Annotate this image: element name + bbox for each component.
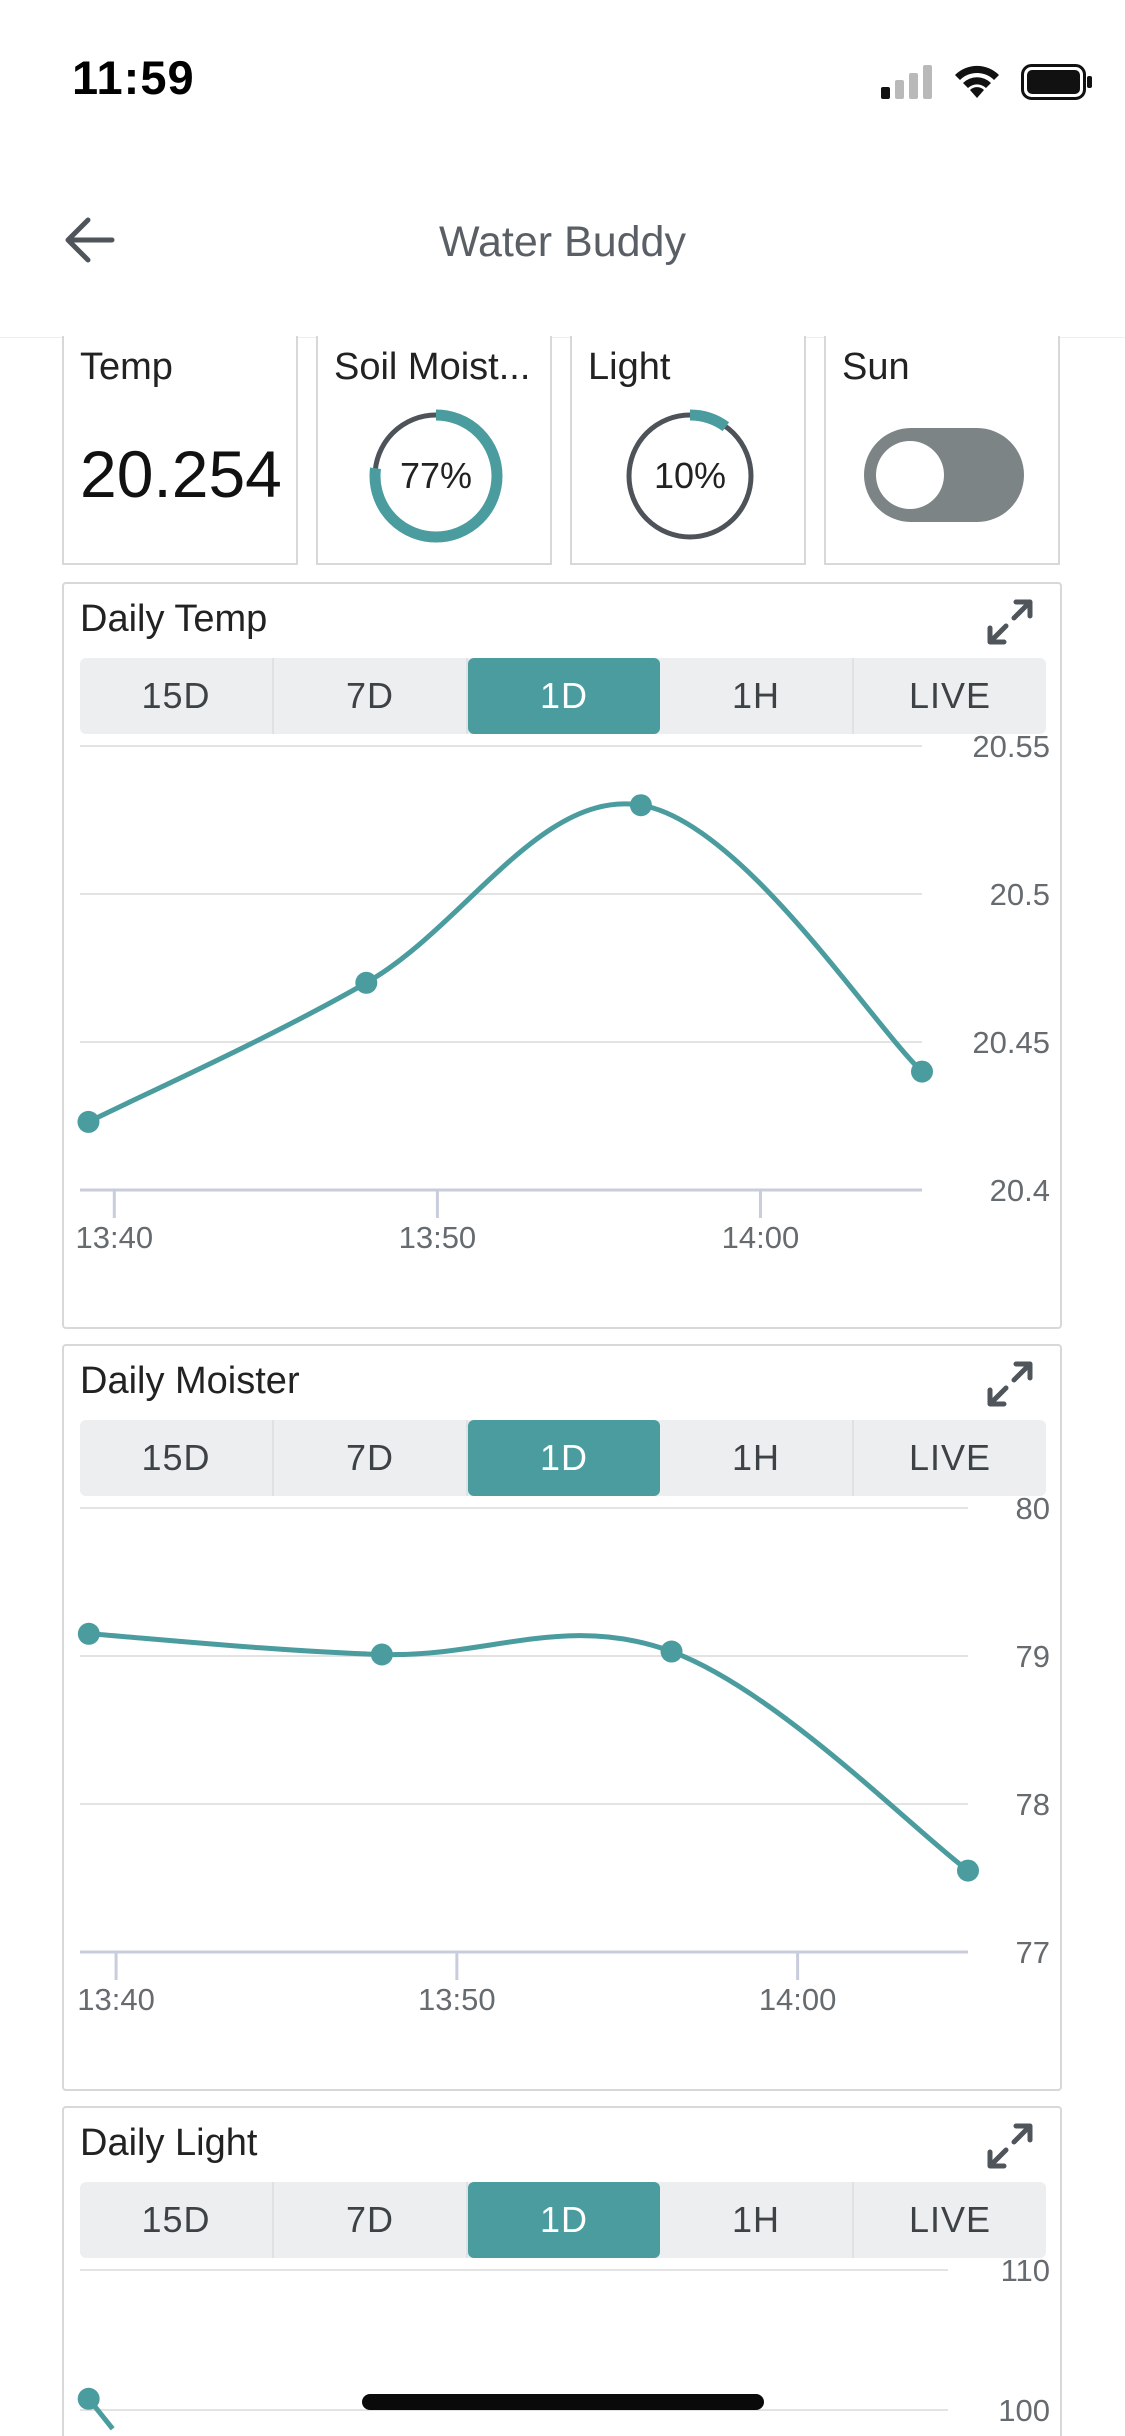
expand-button[interactable] xyxy=(980,2116,1040,2176)
data-point[interactable] xyxy=(911,1060,933,1083)
page-title: Water Buddy xyxy=(439,218,686,266)
x-tick-label: 13:50 xyxy=(418,1982,496,2017)
y-tick-label: 20.55 xyxy=(972,734,1050,764)
moisture-line-chart: 80 79 78 77 13:40 13:50 14:00 xyxy=(77,1496,1050,2017)
wifi-icon xyxy=(955,65,999,98)
data-point[interactable] xyxy=(77,1622,100,1645)
nav-header: Water Buddy xyxy=(0,150,1125,338)
light-label: Light xyxy=(588,346,671,388)
tab-7d[interactable]: 7D xyxy=(274,2182,468,2258)
widget-row: Temp 20.254 Soil Moist... 77% Light 10% … xyxy=(62,336,1062,565)
tab-1d[interactable]: 1D xyxy=(468,2182,660,2258)
home-indicator xyxy=(362,2394,764,2410)
temp-line-chart: 20.55 20.5 20.45 20.4 13:40 13:50 14:00 xyxy=(76,734,1050,1255)
temp-widget: Temp 20.254 xyxy=(62,336,298,565)
data-point[interactable] xyxy=(77,1110,100,1133)
tab-live[interactable]: LIVE xyxy=(908,2199,992,2240)
daily-temp-card: Daily Temp 15D 7D 1D 1H LIVE 20.55 20.5 20… xyxy=(62,582,1062,1329)
y-tick-label: 100 xyxy=(998,2393,1050,2428)
sun-toggle[interactable] xyxy=(864,428,1024,522)
tab-15d[interactable]: 15D xyxy=(80,1420,274,1496)
y-tick-label: 20.4 xyxy=(990,1173,1050,1208)
soil-moisture-label: Soil Moist... xyxy=(334,346,531,388)
series-line xyxy=(87,801,924,1125)
x-tick-label: 13:50 xyxy=(399,1220,477,1255)
battery-icon xyxy=(1021,64,1092,100)
tab-15d[interactable]: 15D xyxy=(80,2182,274,2258)
soil-moisture-value: 77% xyxy=(400,455,472,496)
tab-live[interactable]: LIVE xyxy=(908,675,992,716)
data-point[interactable] xyxy=(957,1859,979,1882)
x-tick-label: 13:40 xyxy=(77,1982,155,2017)
series-line xyxy=(88,1631,970,1873)
soil-moisture-widget: Soil Moist... 77% xyxy=(316,336,552,565)
expand-icon xyxy=(987,1361,1033,1407)
tab-live[interactable]: LIVE xyxy=(908,1437,992,1478)
data-point[interactable] xyxy=(77,2387,100,2410)
y-tick-label: 20.5 xyxy=(990,877,1050,912)
light-gauge: 10% xyxy=(623,409,757,543)
y-tick-label: 78 xyxy=(1016,1787,1050,1822)
tab-15d[interactable]: 15D xyxy=(80,658,274,734)
x-tick-label: 13:40 xyxy=(76,1220,154,1255)
expand-icon xyxy=(987,599,1033,645)
data-point[interactable] xyxy=(629,794,652,817)
soil-moisture-gauge: 77% xyxy=(369,409,503,543)
range-selector: 15D 7D 1D 1H LIVE xyxy=(80,1420,1046,1496)
chart-title: Daily Moister xyxy=(80,1360,300,1402)
tab-1d[interactable]: 1D xyxy=(468,1420,660,1496)
y-tick-label: 77 xyxy=(1016,1935,1050,1970)
chart-title: Daily Temp xyxy=(80,598,268,640)
cellular-signal-icon xyxy=(881,65,932,99)
light-value: 10% xyxy=(654,455,726,496)
arrow-left-icon xyxy=(65,217,115,263)
tab-7d[interactable]: 7D xyxy=(274,1420,468,1496)
daily-moisture-card: Daily Moister 15D 7D 1D 1H LIVE 80 79 78 77… xyxy=(62,1344,1062,2091)
expand-icon xyxy=(987,2123,1033,2169)
status-time: 11:59 xyxy=(72,51,195,104)
daily-light-card: Daily Light 15D 7D 1D 1H LIVE 110 100 xyxy=(62,2106,1062,2436)
tab-1h[interactable]: 1H xyxy=(660,658,854,734)
y-tick-label: 80 xyxy=(1016,1496,1050,1526)
sun-label: Sun xyxy=(842,346,910,388)
expand-button[interactable] xyxy=(980,1354,1040,1414)
y-tick-label: 20.45 xyxy=(972,1025,1050,1060)
tab-1d[interactable]: 1D xyxy=(468,658,660,734)
data-point[interactable] xyxy=(355,971,378,994)
status-icons xyxy=(881,62,1093,102)
sun-widget: Sun xyxy=(824,336,1060,565)
x-tick-label: 14:00 xyxy=(722,1220,800,1255)
light-line-chart: 110 100 xyxy=(77,2258,1050,2431)
temp-label: Temp xyxy=(80,346,173,388)
data-point[interactable] xyxy=(370,1643,393,1666)
tab-7d[interactable]: 7D xyxy=(274,658,468,734)
y-tick-label: 110 xyxy=(1001,2258,1050,2288)
range-selector: 15D 7D 1D 1H LIVE xyxy=(80,658,1046,734)
status-bar: 11:59 xyxy=(0,0,1125,150)
x-tick-label: 14:00 xyxy=(759,1982,837,2017)
y-tick-label: 79 xyxy=(1016,1639,1050,1674)
expand-button[interactable] xyxy=(980,592,1040,652)
tab-1h[interactable]: 1H xyxy=(660,2182,854,2258)
chart-title: Daily Light xyxy=(80,2122,258,2164)
toggle-knob xyxy=(876,441,944,509)
back-button[interactable] xyxy=(60,210,120,270)
temp-value: 20.254 xyxy=(80,437,282,511)
light-widget: Light 10% xyxy=(570,336,806,565)
range-selector: 15D 7D 1D 1H LIVE xyxy=(80,2182,1046,2258)
data-point[interactable] xyxy=(660,1640,683,1663)
tab-1h[interactable]: 1H xyxy=(660,1420,854,1496)
